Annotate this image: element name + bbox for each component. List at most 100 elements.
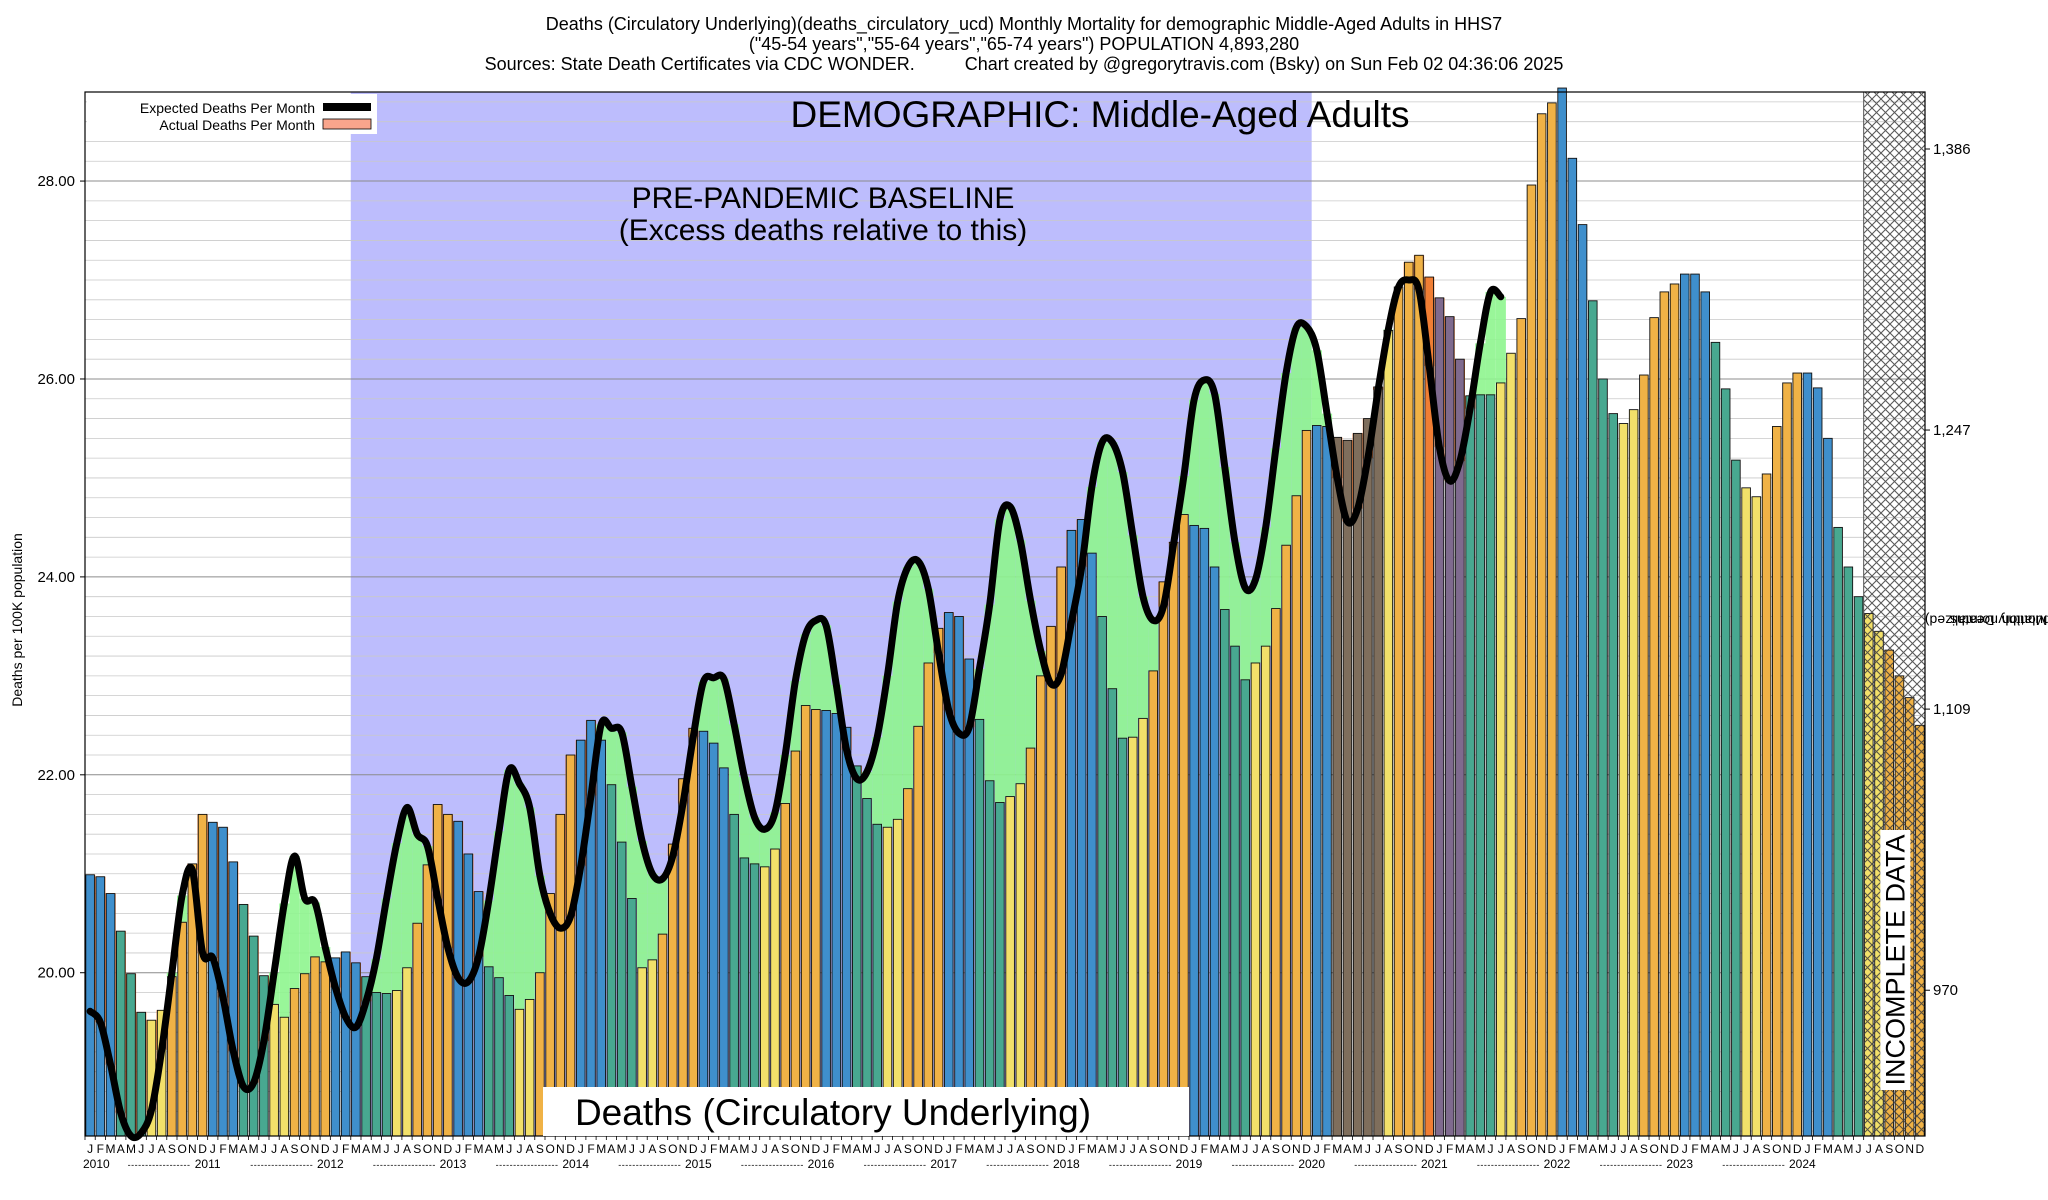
bar [1312,425,1322,1137]
x-tick-label-month: N [801,1142,810,1156]
bar [1444,316,1455,1137]
x-tick-label-month: A [526,1142,534,1156]
deficit-area [534,875,545,973]
x-tick-label-month: M [474,1142,484,1156]
x-tick-label-month: J [884,1142,890,1156]
x-tick-label-month: J [332,1142,338,1156]
x-tick-label-year: 2012 [317,1157,344,1171]
x-tick-label-month: J [138,1142,144,1156]
bar [248,935,259,1137]
x-tick-label-month: A [1834,1142,1842,1156]
x-tick-label-month: F [97,1142,104,1156]
x-tick-label-month: N [1292,1142,1301,1156]
y-tick-label-left: 22.00 [37,767,75,784]
deficit-area [483,900,494,967]
bar [1281,544,1291,1137]
x-year-dashes: - - - - - - - - - - - - - - - - - - [1354,1160,1416,1170]
x-tick-label-month: M [1087,1142,1097,1156]
x-tick-label-month: F [1078,1142,1085,1156]
y-tick-label-left: 26.00 [37,371,75,388]
x-tick-label-month: A [485,1142,493,1156]
x-tick-label-month: F [833,1142,840,1156]
incomplete-label-box [1880,830,1911,1090]
deficit-area [381,898,392,994]
deficit-area [1015,540,1026,784]
x-tick-label-month: M [1721,1142,1731,1156]
x-tick-label-month: O [1772,1142,1781,1156]
x-tick-label-month: F [342,1142,349,1156]
bar [780,803,790,1137]
x-tick-label-month: M [494,1142,504,1156]
x-tick-label-month: J [261,1142,267,1156]
bar [1751,496,1762,1137]
x-tick-label-year: 2015 [685,1157,712,1171]
x-tick-label-month: J [1498,1142,1504,1156]
x-tick-label-month: D [1793,1142,1802,1156]
x-tick-label-month: J [1743,1142,1749,1156]
x-tick-label-month: O [1036,1142,1045,1156]
x-tick-label-month: N [1169,1142,1178,1156]
bar [831,713,842,1137]
bar [1230,645,1240,1137]
x-tick-label-month: M [126,1142,136,1156]
deficit-area [412,834,423,924]
x-tick-label-month: F [1691,1142,1698,1156]
deficit-area [1485,291,1496,395]
x-tick-label-month: J [1733,1142,1739,1156]
deficit-area [606,728,617,785]
bar [606,784,617,1137]
bar [1015,783,1026,1137]
deficit-area [1311,350,1322,426]
incomplete-data-label: INCOMPLETE DATA [1880,834,1910,1085]
bar [1209,566,1220,1137]
x-tick-label-month: M [371,1142,381,1156]
deficit-area [371,958,382,993]
x-tick-label-month: J [148,1142,154,1156]
bar [565,754,576,1137]
bar [933,627,944,1137]
bar [1322,426,1332,1137]
x-tick-label-month: N [311,1142,320,1156]
deficit-area [657,878,668,935]
legend-label-expected: Expected Deaths Per Month [140,100,315,116]
bar [1301,429,1312,1137]
x-tick-label-year: 2022 [1544,1157,1571,1171]
bar [1250,662,1261,1137]
bar [1465,395,1475,1137]
x-tick-label-month: J [394,1142,400,1156]
chart-title-box [543,1087,1189,1136]
x-tick-label-month: F [1201,1142,1208,1156]
x-year-dashes: - - - - - - - - - - - - - - - - - - [1722,1160,1784,1170]
x-tick-label-year: 2019 [1176,1157,1203,1171]
bar [1260,645,1271,1137]
bar [1577,224,1588,1137]
bar [1547,102,1557,1137]
y-axis-label-right-line-2: (2023 population normalized) [1924,612,2048,629]
x-tick-label-month: J [762,1142,768,1156]
x-tick-label-month: D [1670,1142,1679,1156]
x-year-dashes: - - - - - - - - - - - - - - - - - - [864,1160,926,1170]
x-tick-label-month: N [556,1142,565,1156]
x-tick-label-month: S [781,1142,789,1156]
bar [1383,330,1394,1137]
x-tick-label-month: D [444,1142,453,1156]
bar [422,864,433,1137]
bar [1291,495,1302,1137]
x-year-dashes: - - - - - - - - - - - - - - - - - - [1109,1160,1171,1170]
x-year-dashes: - - - - - - - - - - - - - - - - - - [741,1160,803,1170]
deficit-area [800,634,811,706]
bar [1567,157,1578,1137]
deficit-area [1219,467,1230,610]
deficit-area [790,680,801,752]
x-tick-label-month: N [433,1142,442,1156]
bar [432,804,443,1137]
deficit-area [913,561,924,727]
deficit-area [923,588,934,663]
x-tick-label-month: S [168,1142,176,1156]
bar [1485,394,1496,1137]
bar [852,765,862,1137]
deficit-area [729,724,740,815]
bar [228,861,238,1137]
bar [238,903,249,1137]
bar [1393,286,1404,1137]
